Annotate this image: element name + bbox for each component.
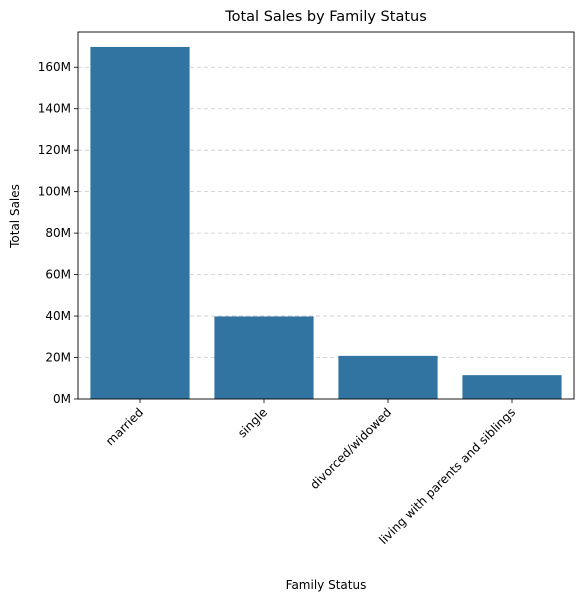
y-tick-label: 40M <box>45 309 71 323</box>
y-tick-label: 140M <box>38 102 71 116</box>
bar-single <box>214 316 314 399</box>
y-tick-label: 60M <box>45 268 71 282</box>
plot-frame <box>77 31 575 400</box>
x-tick-label: married <box>103 405 146 448</box>
chart-title: Total Sales by Family Status <box>224 9 427 25</box>
x-tick-label: living with parents and siblings <box>376 405 518 547</box>
y-tick-label: 120M <box>38 143 71 157</box>
x-axis-title: Family Status <box>286 578 367 592</box>
bars <box>90 46 562 400</box>
y-tick-label: 80M <box>45 226 71 240</box>
bar-divorced-widowed <box>338 355 438 399</box>
y-tick-label: 160M <box>38 60 71 74</box>
grid-lines <box>78 66 574 400</box>
y-tick-label: 100M <box>38 185 71 199</box>
bar-married <box>90 46 190 400</box>
axes <box>77 31 575 400</box>
y-axis-title: Total Sales <box>8 184 22 249</box>
x-tick-label: divorced/widowed <box>307 405 394 492</box>
y-tick-label: 0M <box>53 392 71 406</box>
y-tick-label: 20M <box>45 351 71 365</box>
bar-living-with-parents-and-siblings <box>462 375 562 399</box>
x-tick-label: single <box>235 405 270 440</box>
y-ticks: 0M 20M 40M 60M 80M 100M 120M 140M 160M <box>38 60 78 406</box>
